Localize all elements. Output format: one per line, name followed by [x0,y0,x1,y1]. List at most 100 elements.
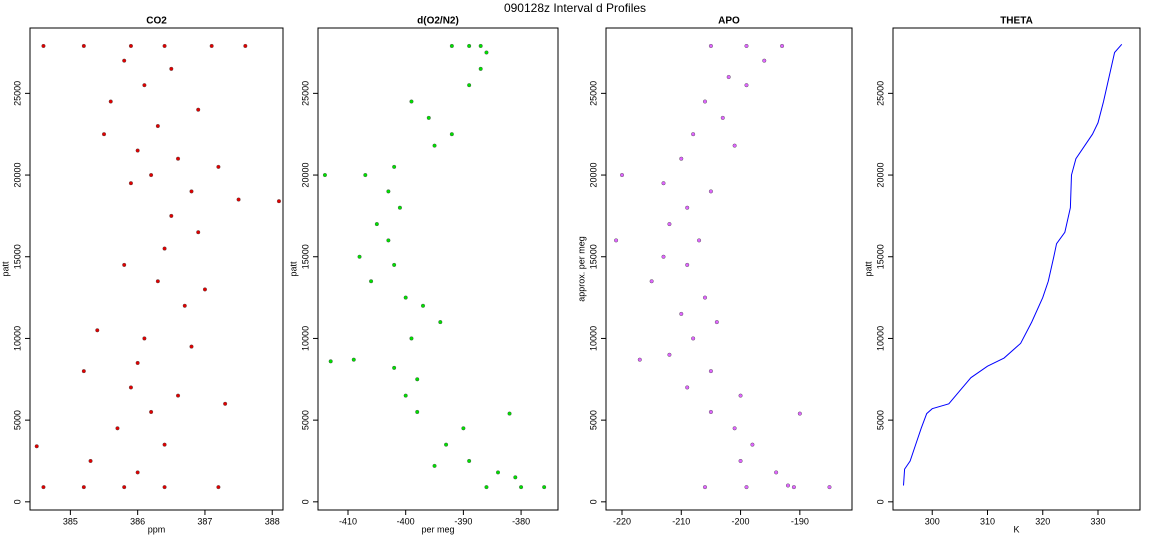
point [415,409,420,414]
y-tick-label: 20000 [300,163,310,188]
point [351,357,356,362]
point [397,205,402,210]
point [162,246,167,251]
point [81,43,86,48]
y-tick-label: 15000 [12,244,22,269]
x-tick-label: -410 [339,516,357,526]
point [697,238,702,243]
point [732,426,737,431]
point [762,58,767,63]
point [720,115,725,120]
point [744,43,749,48]
point [426,115,431,120]
point [169,66,174,71]
y-axis-label: patt [288,261,298,277]
point [386,238,391,243]
point [744,83,749,88]
point [714,320,719,325]
point [449,132,454,137]
x-tick-label: -390 [454,516,472,526]
y-tick-label: 0 [588,499,598,504]
point [216,164,221,169]
point [122,485,127,490]
point [461,426,466,431]
x-tick-label: -210 [672,516,690,526]
y-tick-label: 10000 [12,326,22,351]
point [449,43,454,48]
point [691,132,696,137]
point [702,99,707,104]
point [357,254,362,259]
y-tick-label: 15000 [588,244,598,269]
point [41,43,46,48]
y-tick-label: 5000 [12,410,22,430]
x-tick-label: 320 [1035,516,1050,526]
point [403,295,408,300]
plot-frame [892,27,1141,511]
point [162,43,167,48]
point [620,173,625,178]
point [797,411,802,416]
y-tick-label: 25000 [300,81,310,106]
point [685,262,690,267]
point [691,336,696,341]
point [785,483,790,488]
y-tick-label: 10000 [300,326,310,351]
point [322,173,327,178]
page-title: 090128z Interval d Profiles [504,1,646,15]
point [374,222,379,227]
x-tick-label: 387 [197,516,212,526]
x-axis-label: ppm [148,524,166,534]
point [444,442,449,447]
point [738,458,743,463]
point [780,43,785,48]
x-axis-label: per meg [421,524,454,534]
panel-title: APO [718,16,740,27]
point [209,43,214,48]
point [774,470,779,475]
point [685,385,690,390]
y-axis-label: approx. per meg [576,236,586,302]
point [496,470,501,475]
y-axis-label: patt [0,261,10,277]
point [661,254,666,259]
point [196,230,201,235]
point [135,470,140,475]
point [702,485,707,490]
point [128,43,133,48]
point [128,181,133,186]
plot-frame [29,27,284,511]
point [176,393,181,398]
point [169,213,174,218]
point [122,58,127,63]
y-tick-label: 0 [300,499,310,504]
point [81,369,86,374]
point [135,360,140,365]
point [155,279,160,284]
point [507,411,512,416]
point [392,262,397,267]
x-tick-label: -200 [732,516,750,526]
point [732,143,737,148]
point [467,458,472,463]
point [95,328,100,333]
y-axis-label: patt [863,261,873,277]
point [415,377,420,382]
x-tick-label: 385 [63,516,78,526]
point [142,336,147,341]
point [135,148,140,153]
x-tick-label: -190 [791,516,809,526]
point [421,303,426,308]
point [484,485,489,490]
point [155,124,160,129]
y-tick-label: 5000 [588,410,598,430]
point [679,311,684,316]
point [637,357,642,362]
point [202,287,207,292]
point [649,279,654,284]
point [243,43,248,48]
point [702,295,707,300]
point [363,173,368,178]
x-tick-label: 386 [130,516,145,526]
